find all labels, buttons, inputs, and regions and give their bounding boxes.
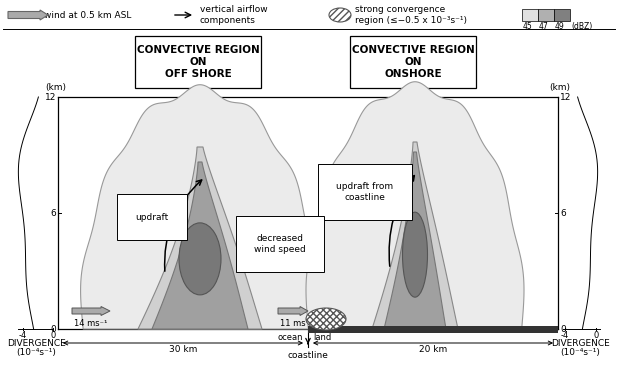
Text: -4: -4 <box>561 331 569 340</box>
Text: 6: 6 <box>50 209 56 217</box>
Text: 12: 12 <box>560 92 572 101</box>
Bar <box>522 9 538 21</box>
Text: coastline: coastline <box>287 351 328 360</box>
Text: 0: 0 <box>593 331 599 340</box>
Bar <box>308 326 558 333</box>
Polygon shape <box>152 162 248 329</box>
Text: CONVECTIVE REGION
ON
ONSHORE: CONVECTIVE REGION ON ONSHORE <box>352 45 475 79</box>
Text: updraft from
coastline: updraft from coastline <box>336 182 394 202</box>
Text: 20 km: 20 km <box>419 345 447 354</box>
Text: (km): (km) <box>46 83 67 92</box>
Text: updraft: updraft <box>135 212 169 221</box>
Bar <box>350 36 476 88</box>
Text: 6: 6 <box>560 209 565 217</box>
Text: ocean: ocean <box>277 334 303 342</box>
Text: 30 km: 30 km <box>169 345 197 354</box>
FancyArrow shape <box>8 10 48 20</box>
FancyArrow shape <box>72 307 110 315</box>
Ellipse shape <box>306 308 346 330</box>
Text: 0: 0 <box>50 325 56 334</box>
Text: 49: 49 <box>555 22 565 31</box>
Text: 12: 12 <box>44 92 56 101</box>
Polygon shape <box>80 85 320 329</box>
Text: vertical airflow
components: vertical airflow components <box>200 5 268 25</box>
Text: (km): (km) <box>549 83 570 92</box>
Text: 0: 0 <box>51 331 56 340</box>
Text: decreased
wind speed: decreased wind speed <box>254 234 306 254</box>
Polygon shape <box>138 147 262 329</box>
Text: (dBZ): (dBZ) <box>571 22 592 31</box>
Bar <box>135 36 261 88</box>
Text: 11 ms⁻¹: 11 ms⁻¹ <box>280 319 313 328</box>
Text: DIVERGENCE: DIVERGENCE <box>7 339 66 348</box>
Text: CONVECTIVE REGION
ON
OFF SHORE: CONVECTIVE REGION ON OFF SHORE <box>137 45 260 79</box>
Ellipse shape <box>402 212 428 297</box>
Text: 14 ms⁻¹: 14 ms⁻¹ <box>74 319 108 328</box>
FancyArrow shape <box>278 307 308 315</box>
Ellipse shape <box>179 223 221 295</box>
Text: strong convergence
region (≤−0.5 x 10⁻³s⁻¹): strong convergence region (≤−0.5 x 10⁻³s… <box>355 5 467 25</box>
Text: 47: 47 <box>539 22 549 31</box>
Polygon shape <box>306 82 524 329</box>
Text: 0: 0 <box>560 325 565 334</box>
Polygon shape <box>384 152 446 329</box>
Text: (10⁻⁴s⁻¹): (10⁻⁴s⁻¹) <box>560 348 600 357</box>
Text: (10⁻⁴s⁻¹): (10⁻⁴s⁻¹) <box>16 348 56 357</box>
Text: -4: -4 <box>19 331 27 340</box>
Bar <box>554 9 570 21</box>
Text: DIVERGENCE: DIVERGENCE <box>551 339 609 348</box>
Text: land: land <box>313 334 331 342</box>
Text: 45: 45 <box>523 22 533 31</box>
Bar <box>538 9 554 21</box>
Ellipse shape <box>329 8 351 22</box>
Polygon shape <box>372 142 458 329</box>
Text: wind at 0.5 km ASL: wind at 0.5 km ASL <box>44 10 132 19</box>
